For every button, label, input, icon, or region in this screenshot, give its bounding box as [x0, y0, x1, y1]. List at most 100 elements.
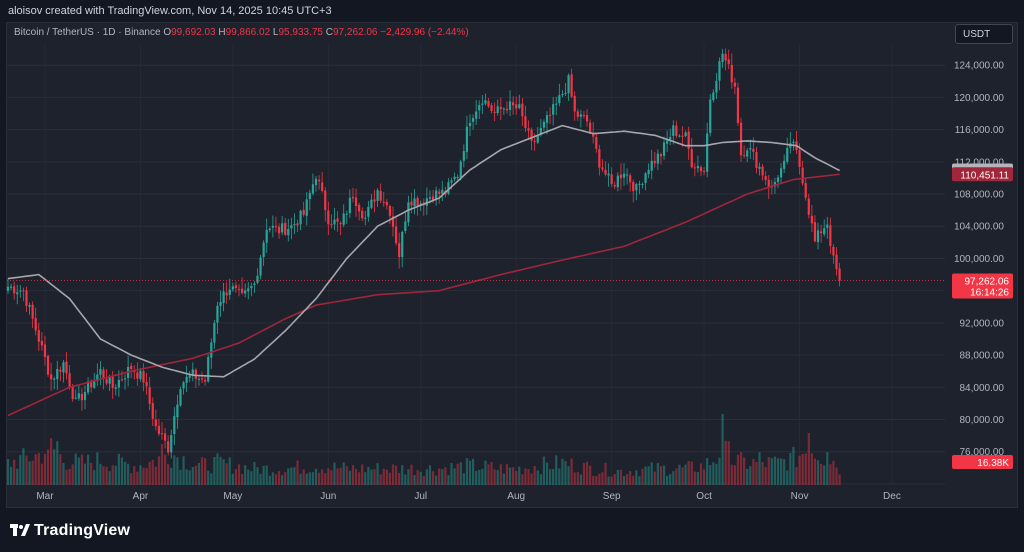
candle: [321, 171, 324, 193]
volume-bar: [724, 440, 727, 485]
volume-bar: [471, 458, 475, 485]
volume-bar: [468, 460, 472, 485]
candle: [170, 429, 173, 459]
volume-bar: [342, 462, 345, 485]
candle-body: [431, 196, 435, 201]
volume-bar: [521, 474, 524, 485]
low-label: L: [272, 27, 279, 38]
candle: [99, 360, 102, 386]
volume-bar: [136, 471, 139, 485]
candle-body: [669, 137, 672, 141]
candle-body: [237, 288, 241, 290]
candle-body: [715, 80, 718, 93]
candle: [435, 186, 438, 206]
footer: TradingView: [0, 508, 1024, 552]
volume-bar: [6, 459, 10, 485]
candle-body: [829, 225, 832, 246]
candle-body: [746, 150, 749, 157]
candle-body: [776, 177, 780, 183]
candle-body: [656, 153, 659, 164]
candle-body: [354, 197, 358, 207]
volume-bar: [582, 462, 586, 485]
candle: [422, 198, 425, 216]
volume-bar: [145, 468, 148, 485]
candle: [653, 152, 656, 168]
candle-body: [277, 226, 281, 234]
candle-body: [265, 229, 268, 243]
volume-bar: [265, 465, 268, 485]
candle: [795, 130, 798, 154]
candle-body: [595, 137, 598, 149]
candle-body: [650, 160, 653, 171]
volume-bar: [173, 455, 176, 485]
volume-bar: [339, 467, 342, 485]
candle-body: [604, 169, 607, 175]
candle-body: [216, 305, 219, 323]
volume-bar: [764, 467, 767, 485]
volume-bar: [610, 476, 613, 485]
volume-bar: [616, 469, 619, 485]
candle: [83, 385, 87, 410]
volume-bar: [662, 465, 666, 485]
volume-bar: [321, 469, 324, 485]
candle-body: [450, 180, 453, 183]
candle: [656, 149, 659, 170]
tradingview-logo[interactable]: TradingView: [10, 522, 130, 540]
last-price-badge-text: 16:14:26: [970, 287, 1009, 298]
volume-bar: [595, 475, 598, 485]
candle: [521, 98, 524, 126]
volume-bar: [496, 470, 499, 485]
volume-bar: [299, 473, 302, 485]
candle-body: [693, 167, 696, 169]
candle-body: [527, 128, 530, 131]
candle-body: [50, 374, 53, 380]
candle-body: [74, 397, 77, 399]
candle: [25, 286, 28, 313]
candle: [68, 364, 71, 390]
candle: [607, 163, 610, 187]
volume-bar: [93, 470, 96, 485]
volume-bar: [388, 472, 392, 485]
candle-body: [46, 355, 50, 375]
volume-bar: [96, 452, 99, 485]
volume-bar: [709, 465, 712, 485]
open-value: 99,692.03: [171, 27, 216, 38]
candle: [308, 189, 311, 211]
candle-body: [536, 135, 539, 143]
candle: [188, 370, 191, 383]
brand-name: TradingView: [34, 522, 131, 539]
candle-body: [314, 178, 318, 186]
candle-body: [22, 290, 25, 292]
candle-body: [364, 217, 367, 219]
volume-bar: [117, 453, 120, 485]
candle-body: [435, 190, 438, 200]
candle: [277, 223, 281, 239]
volume-bar: [385, 469, 388, 485]
candle: [468, 114, 472, 136]
volume-bar: [9, 466, 13, 485]
candle: [385, 199, 388, 210]
volume-bar: [786, 470, 789, 485]
volume-bar: [37, 453, 40, 485]
volume-bar: [170, 467, 173, 485]
candle-body: [231, 286, 234, 290]
volume-bar: [561, 458, 564, 485]
candle: [265, 218, 268, 253]
currency-selector[interactable]: USDT: [955, 24, 1013, 44]
candle-body: [579, 114, 582, 117]
candle-body: [736, 87, 740, 124]
candle: [216, 301, 219, 335]
volume-bar: [813, 458, 817, 485]
candles: [6, 48, 841, 459]
volume-bar: [702, 469, 706, 485]
candle-body: [702, 171, 706, 173]
volume-bar: [758, 452, 761, 485]
volume-bar: [151, 459, 154, 485]
volume-bar: [696, 472, 700, 485]
candle-body: [25, 290, 28, 306]
candle-body: [204, 380, 207, 382]
y-axis-label: 76,000.00: [960, 447, 1005, 458]
candle: [558, 83, 561, 107]
volume-bar: [74, 453, 77, 485]
